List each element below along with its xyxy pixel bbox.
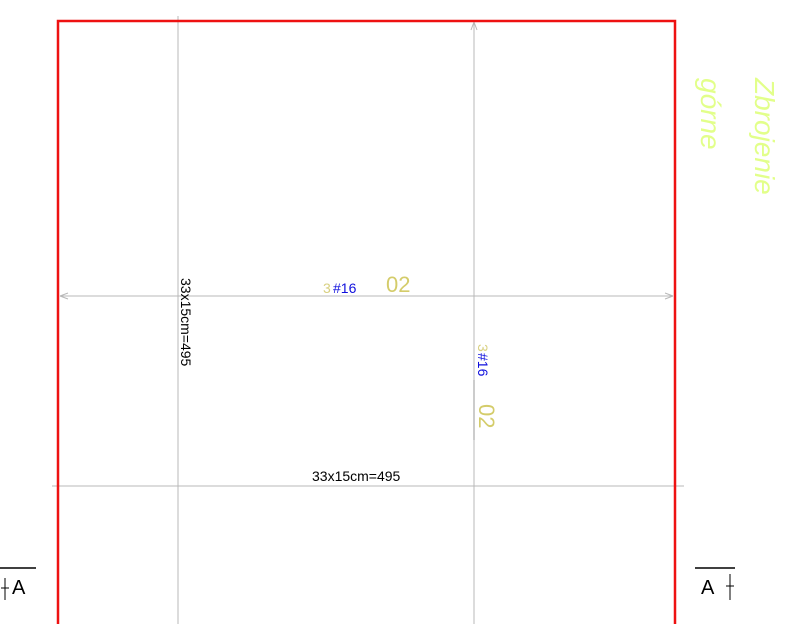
grid-lines bbox=[52, 16, 684, 624]
layer-title: Zbrojenie bbox=[749, 77, 780, 195]
section-label: A bbox=[701, 577, 715, 599]
section-label: A bbox=[12, 577, 26, 599]
layer-title: górne bbox=[695, 78, 726, 150]
dimension-label: 33x15cm=495 bbox=[312, 468, 401, 484]
section-right: A bbox=[695, 567, 735, 600]
bar-position: 02 bbox=[474, 404, 499, 428]
arrows bbox=[59, 21, 674, 300]
bar-count: 3 bbox=[323, 280, 331, 296]
slab-edge bbox=[56, 19, 677, 624]
bar-mark: #16 bbox=[475, 353, 491, 377]
section-left: A bbox=[0, 567, 36, 600]
bar-count: 3 bbox=[475, 344, 491, 352]
dimension-label: 33x15cm=495 bbox=[178, 278, 194, 367]
outline bbox=[56, 19, 677, 624]
bar-mark: #16 bbox=[333, 280, 357, 296]
bar-position: 02 bbox=[386, 272, 410, 297]
